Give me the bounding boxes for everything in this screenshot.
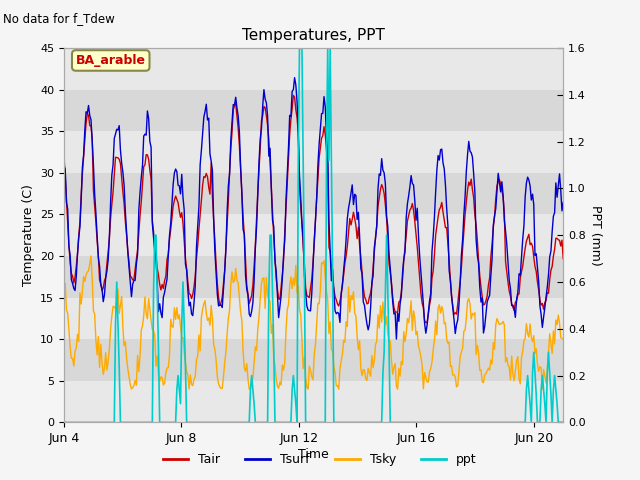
Y-axis label: PPT (mm): PPT (mm) — [589, 205, 602, 265]
Bar — [64, 215, 563, 256]
Bar — [64, 90, 563, 131]
Bar — [64, 381, 563, 422]
Bar — [64, 298, 563, 339]
Text: No data for f_Tdew: No data for f_Tdew — [3, 12, 115, 25]
Bar — [64, 131, 563, 173]
Bar — [64, 48, 563, 90]
Bar — [64, 339, 563, 381]
Bar — [64, 256, 563, 298]
Y-axis label: Temperature (C): Temperature (C) — [22, 184, 35, 286]
Legend: Tair, Tsurf, Tsky, ppt: Tair, Tsurf, Tsky, ppt — [158, 448, 482, 471]
X-axis label: Time: Time — [298, 448, 329, 461]
Title: Temperatures, PPT: Temperatures, PPT — [242, 28, 385, 43]
Bar — [64, 173, 563, 215]
Text: BA_arable: BA_arable — [76, 54, 146, 67]
